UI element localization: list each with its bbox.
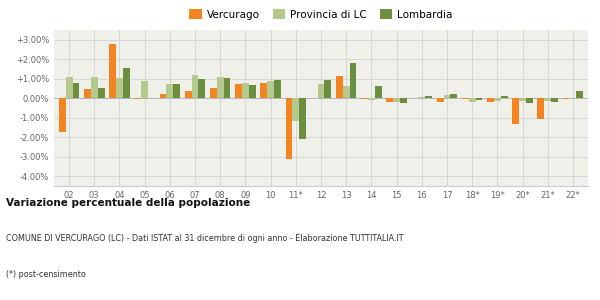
Bar [59,98,66,132]
Bar [299,98,306,139]
Bar [134,98,141,99]
Bar [66,77,73,98]
Bar [361,98,368,99]
Bar [260,82,267,98]
Bar [286,98,292,159]
Bar [443,95,451,98]
Bar [98,88,104,98]
Bar [451,94,457,98]
Bar [116,78,123,98]
Bar [501,96,508,98]
Bar [274,80,281,98]
Bar [336,76,343,98]
Bar [576,92,583,98]
Bar [292,98,299,121]
Bar [425,96,432,98]
Bar [325,80,331,98]
Bar [476,98,482,100]
Bar [235,84,242,98]
Bar [210,88,217,98]
Bar [123,68,130,98]
Bar [563,98,569,99]
Bar [224,78,230,98]
Bar [317,84,325,98]
Bar [267,81,274,98]
Bar [199,79,205,98]
Bar [375,85,382,98]
Bar [84,89,91,98]
Bar [343,85,350,98]
Bar [393,98,400,102]
Text: Variazione percentuale della popolazione: Variazione percentuale della popolazione [6,198,250,208]
Bar [160,94,166,98]
Bar [368,98,375,100]
Bar [418,97,425,98]
Bar [91,77,98,98]
Bar [437,98,443,102]
Bar [191,75,199,98]
Bar [544,98,551,101]
Bar [538,98,544,119]
Bar [173,84,180,98]
Bar [249,85,256,98]
Bar [242,82,249,98]
Bar [217,77,224,98]
Text: (*) post-censimento: (*) post-censimento [6,270,86,279]
Bar [519,98,526,101]
Bar [141,81,148,98]
Text: COMUNE DI VERCURAGO (LC) - Dati ISTAT al 31 dicembre di ogni anno - Elaborazione: COMUNE DI VERCURAGO (LC) - Dati ISTAT al… [6,234,404,243]
Bar [551,98,558,102]
Bar [400,98,407,103]
Bar [109,44,116,98]
Bar [487,98,494,102]
Bar [350,63,356,98]
Bar [512,98,519,124]
Bar [462,98,469,99]
Bar [469,98,476,102]
Bar [494,98,501,101]
Legend: Vercurago, Provincia di LC, Lombardia: Vercurago, Provincia di LC, Lombardia [187,7,455,22]
Bar [73,82,79,98]
Bar [386,98,393,102]
Bar [185,92,191,98]
Bar [166,84,173,98]
Bar [526,98,533,103]
